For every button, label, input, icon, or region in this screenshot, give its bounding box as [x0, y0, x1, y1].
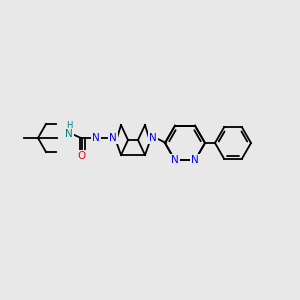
Text: H: H	[66, 121, 72, 130]
Text: N: N	[171, 155, 179, 165]
Text: N: N	[109, 133, 117, 143]
Text: N: N	[65, 129, 73, 139]
Text: O: O	[78, 151, 86, 161]
Text: N: N	[149, 133, 157, 143]
Text: N: N	[92, 133, 100, 143]
Text: N: N	[191, 155, 199, 165]
